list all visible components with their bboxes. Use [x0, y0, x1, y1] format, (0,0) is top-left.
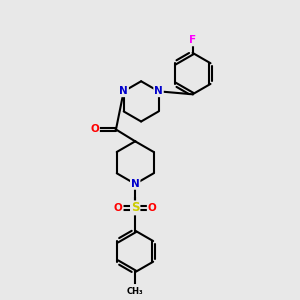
Text: N: N: [154, 86, 163, 96]
Text: N: N: [119, 86, 128, 96]
Text: CH₃: CH₃: [127, 287, 143, 296]
Text: F: F: [189, 35, 196, 45]
Text: O: O: [90, 124, 99, 134]
Text: N: N: [131, 179, 140, 189]
Text: S: S: [131, 201, 140, 214]
Text: O: O: [148, 203, 156, 213]
Text: O: O: [114, 203, 123, 213]
